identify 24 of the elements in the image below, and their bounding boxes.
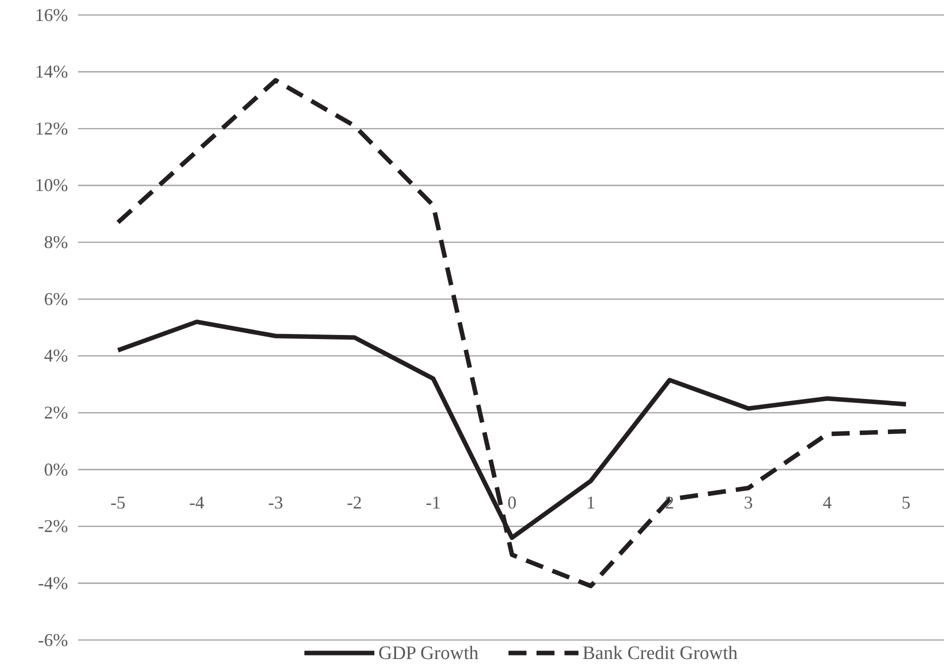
x-tick-label: 4 xyxy=(822,492,832,512)
x-tick-label: -4 xyxy=(189,492,204,512)
y-tick-label: -2% xyxy=(38,516,68,536)
legend-label: GDP Growth xyxy=(378,643,479,664)
y-tick-label: 12% xyxy=(35,118,68,138)
y-tick-label: 0% xyxy=(44,459,68,480)
legend-label: Bank Credit Growth xyxy=(582,643,738,664)
y-tick-label: 10% xyxy=(35,175,68,196)
x-tick-label: 0 xyxy=(508,492,516,512)
y-tick-label: 2% xyxy=(44,402,68,422)
y-tick-label: -4% xyxy=(38,572,68,593)
x-tick-label: -1 xyxy=(426,492,441,512)
x-tick-label: 3 xyxy=(744,492,753,512)
x-tick-label: 1 xyxy=(586,492,596,512)
x-tick-label: -5 xyxy=(110,492,126,512)
y-tick-label: 16% xyxy=(35,4,68,25)
y-tick-label: -6% xyxy=(38,630,68,650)
y-tick-label: 8% xyxy=(44,232,68,252)
y-tick-label: 14% xyxy=(35,62,68,82)
x-tick-label: -3 xyxy=(268,492,284,512)
y-tick-label: 6% xyxy=(44,288,68,309)
y-tick-label: 4% xyxy=(44,346,68,366)
x-tick-label: -2 xyxy=(346,492,362,512)
x-tick-label: 5 xyxy=(902,492,910,512)
